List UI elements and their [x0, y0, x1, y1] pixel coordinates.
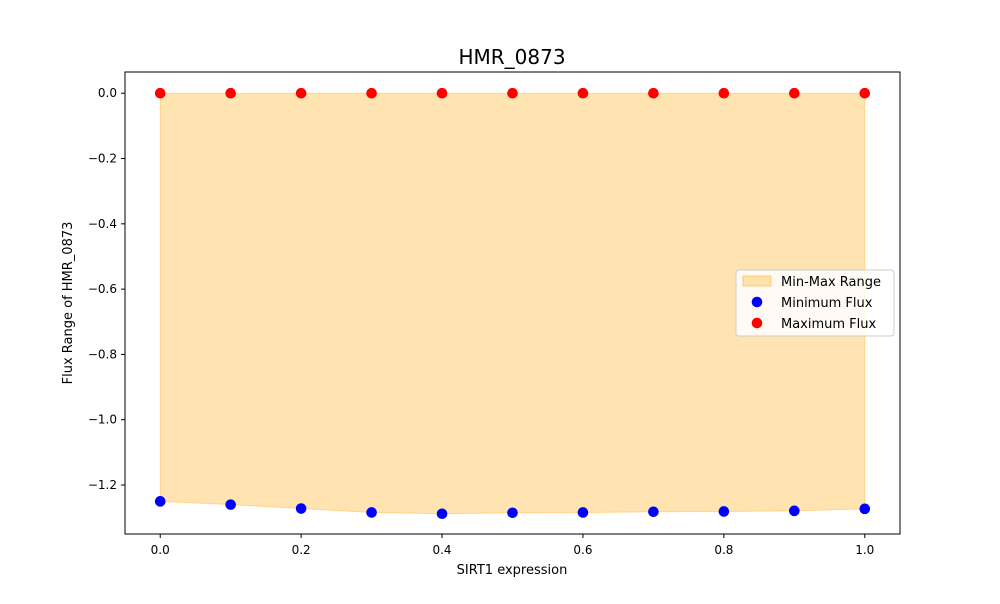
minimum-flux-point	[507, 507, 518, 519]
legend-label-minimum-flux: Minimum Flux	[781, 296, 873, 311]
maximum-flux-point	[718, 87, 730, 99]
y-axis-label: Flux Range of HMR_0873	[61, 222, 76, 385]
x-axis-label: SIRT1 expression	[457, 563, 568, 578]
y-tick-label: −0.6	[88, 282, 117, 296]
minimum-flux-point	[436, 508, 448, 520]
legend-box	[735, 269, 895, 337]
legend-label-maximum-flux: Maximum Flux	[781, 317, 877, 332]
chart-title: HMR_0873	[458, 45, 565, 69]
x-tick-label: 1.0	[855, 543, 874, 557]
x-tick-label: 0.6	[573, 543, 592, 557]
y-tick-label: −0.8	[88, 347, 117, 361]
maximum-flux-point	[507, 87, 518, 99]
maximum-flux-point	[648, 87, 659, 99]
x-axis: 0.0 0.2 0.4 0.6 0.8 1.0	[151, 534, 874, 557]
legend-marker-minimum-flux	[751, 296, 763, 308]
minimum-flux-point	[648, 506, 659, 518]
legend-item-minimum-flux: Minimum Flux	[751, 296, 873, 311]
minimum-flux-point	[718, 506, 730, 517]
minimum-flux-point	[366, 507, 377, 518]
maximum-flux-point	[225, 87, 236, 99]
minimum-flux-point	[859, 503, 871, 515]
minimum-flux-point	[225, 499, 236, 510]
minimum-flux-point	[789, 505, 800, 517]
y-tick-label: 0.0	[98, 86, 117, 100]
minimum-flux-point	[154, 496, 166, 507]
legend-label-min-max-range: Min-Max Range	[781, 275, 881, 290]
y-axis: 0.0 −0.2 −0.4 −0.6 −0.8 −1.0 −1.2	[88, 86, 125, 492]
points-layer	[154, 87, 871, 520]
maximum-flux-point	[577, 87, 589, 99]
x-tick-label: 0.4	[432, 543, 451, 557]
x-tick-label: 0.8	[714, 543, 733, 557]
y-tick-label: −0.4	[88, 217, 117, 231]
y-tick-label: −1.0	[88, 413, 117, 427]
maximum-flux-point	[436, 87, 448, 99]
legend-item-min-max-range: Min-Max Range	[742, 275, 881, 290]
y-tick-label: −1.2	[88, 478, 117, 492]
minimum-flux-point	[577, 507, 589, 518]
legend: Min-Max Range Minimum Flux Maximum Flux	[735, 269, 895, 337]
minimum-flux-point	[295, 503, 307, 514]
maximum-flux-point	[859, 87, 871, 99]
plot-frame	[124, 71, 901, 535]
maximum-flux-point	[154, 87, 166, 99]
x-tick-label: 0.0	[151, 543, 170, 557]
x-tick-label: 0.2	[292, 543, 311, 557]
maximum-flux-point	[366, 87, 377, 99]
legend-item-maximum-flux: Maximum Flux	[751, 317, 877, 332]
maximum-flux-point	[295, 87, 307, 99]
legend-marker-maximum-flux	[751, 317, 763, 329]
y-tick-label: −0.2	[88, 152, 117, 166]
maximum-flux-point	[789, 87, 800, 99]
legend-swatch-min-max-range	[742, 275, 772, 287]
